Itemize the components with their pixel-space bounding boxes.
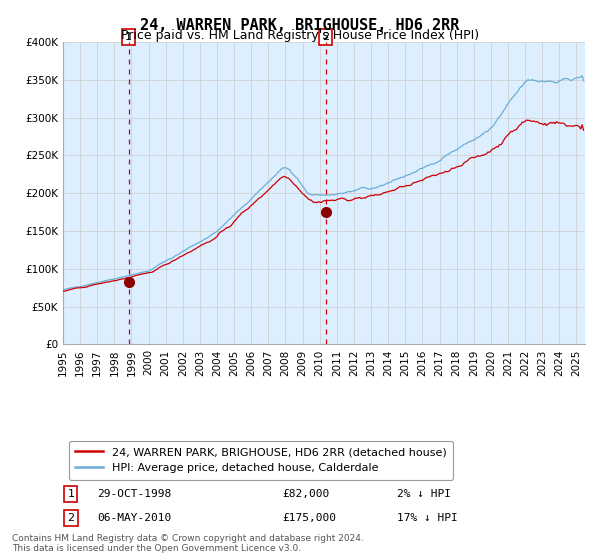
Text: Contains HM Land Registry data © Crown copyright and database right 2024.
This d: Contains HM Land Registry data © Crown c… [12,534,364,553]
Text: 29-OCT-1998: 29-OCT-1998 [97,489,171,499]
Text: Price paid vs. HM Land Registry's House Price Index (HPI): Price paid vs. HM Land Registry's House … [121,29,479,42]
Text: 24, WARREN PARK, BRIGHOUSE, HD6 2RR: 24, WARREN PARK, BRIGHOUSE, HD6 2RR [140,18,460,33]
Text: 2: 2 [67,514,74,523]
Text: £82,000: £82,000 [282,489,329,499]
Text: 1: 1 [125,32,132,42]
Bar [128,42,326,344]
Text: 17% ↓ HPI: 17% ↓ HPI [397,514,458,523]
Legend: 24, WARREN PARK, BRIGHOUSE, HD6 2RR (detached house), HPI: Average price, detach: 24, WARREN PARK, BRIGHOUSE, HD6 2RR (det… [68,441,454,479]
Text: 1: 1 [67,489,74,499]
Text: 2: 2 [322,32,329,42]
Text: £175,000: £175,000 [282,514,336,523]
Text: 2% ↓ HPI: 2% ↓ HPI [397,489,451,499]
Text: 06-MAY-2010: 06-MAY-2010 [97,514,171,523]
